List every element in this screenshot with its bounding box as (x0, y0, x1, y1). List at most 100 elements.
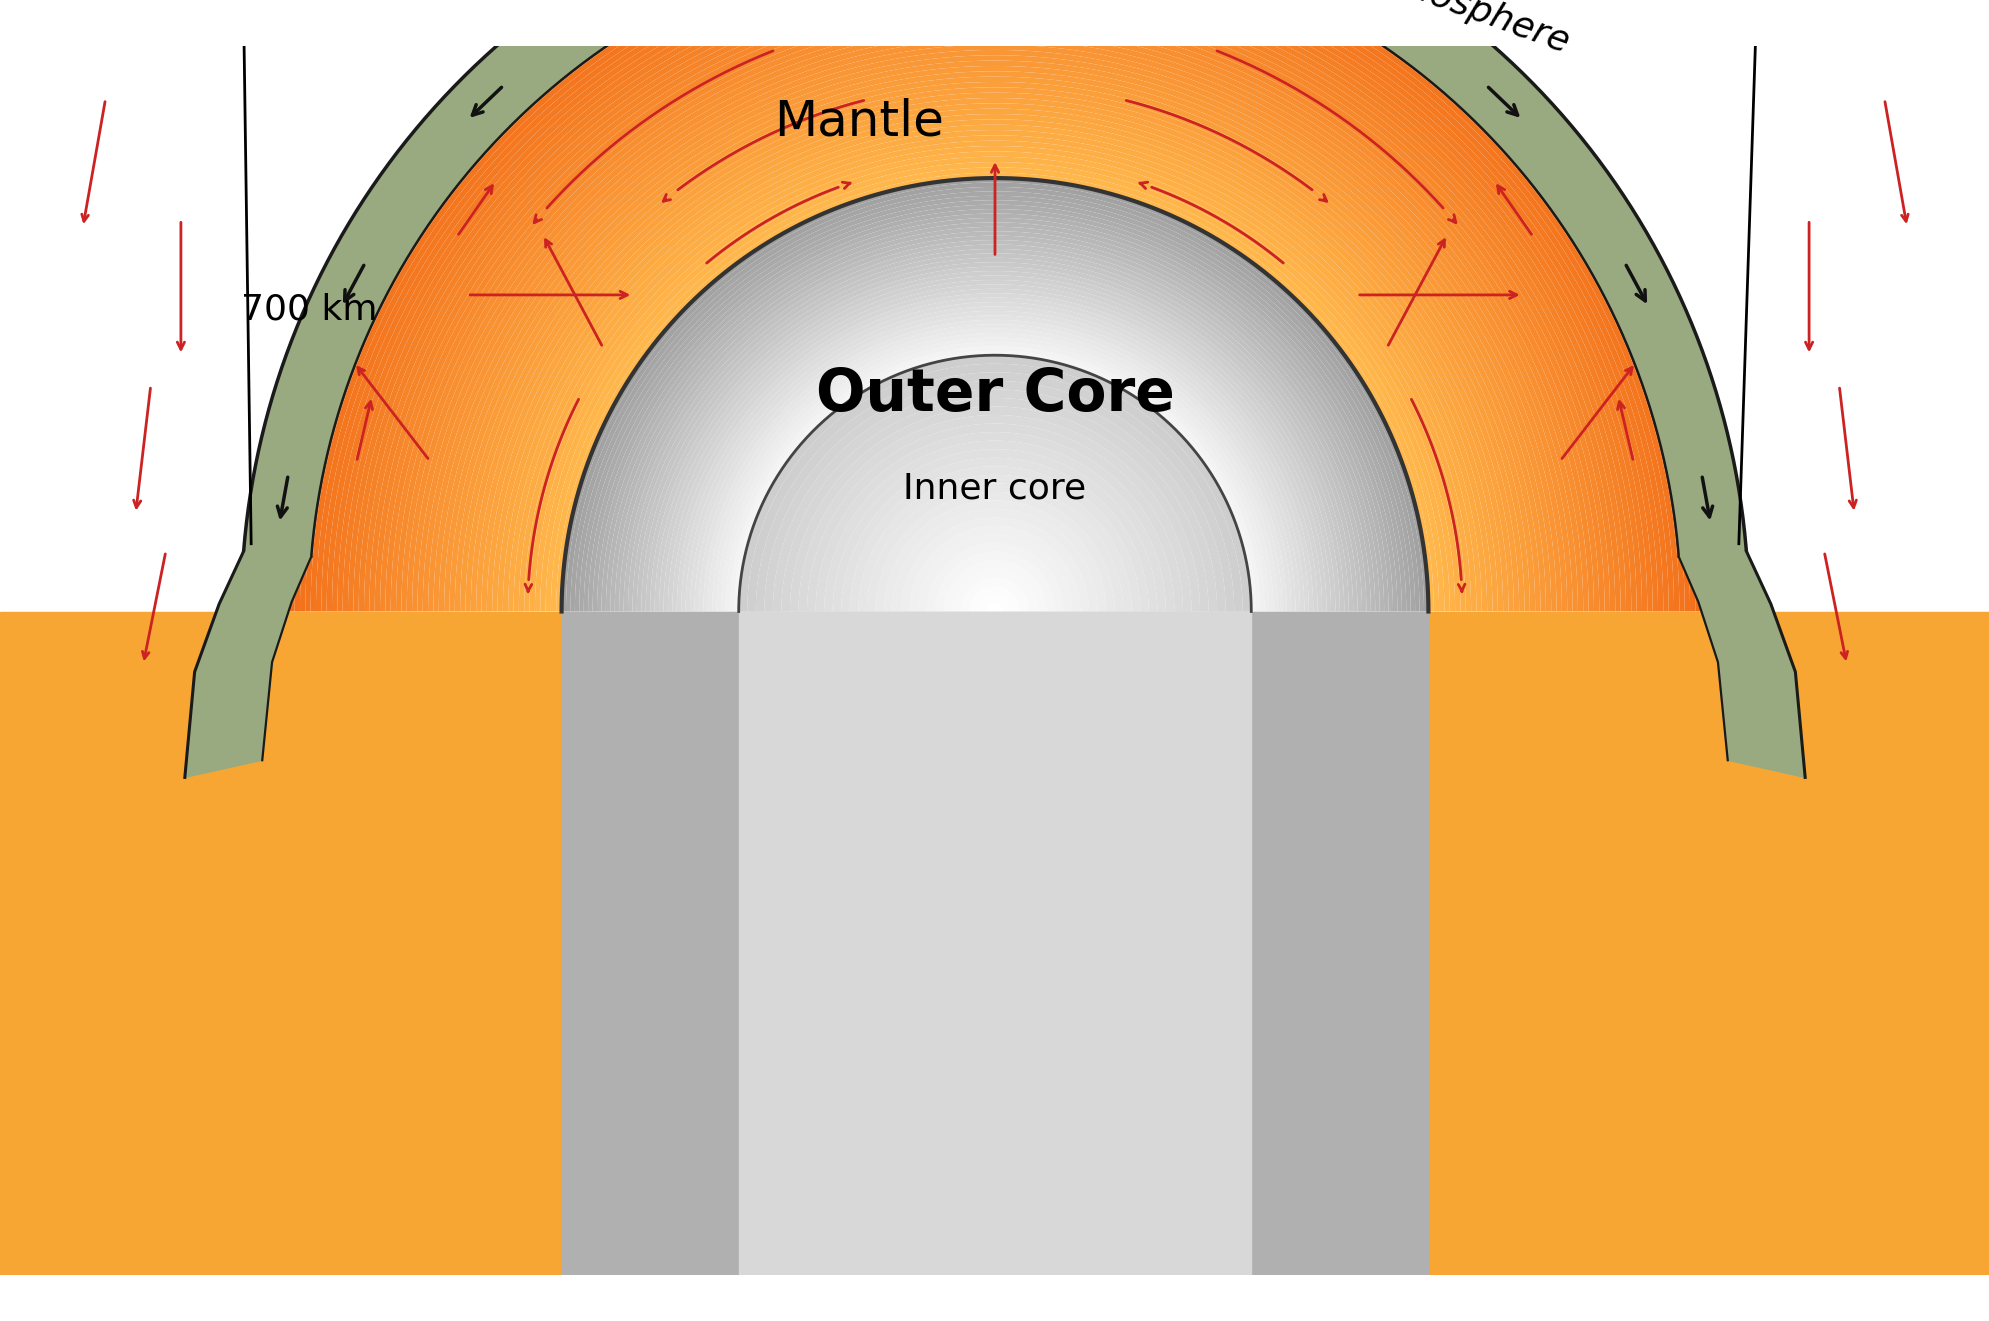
Polygon shape (348, 0, 1641, 612)
Polygon shape (406, 24, 1583, 612)
Polygon shape (702, 320, 1287, 612)
Polygon shape (917, 535, 1072, 612)
Polygon shape (961, 577, 1028, 612)
Polygon shape (849, 466, 1140, 612)
Polygon shape (422, 40, 1567, 612)
Polygon shape (891, 509, 1098, 612)
Polygon shape (686, 303, 1303, 612)
Polygon shape (571, 188, 1418, 612)
Polygon shape (491, 108, 1498, 612)
Polygon shape (901, 518, 1088, 612)
Polygon shape (654, 271, 1335, 612)
Polygon shape (756, 373, 1233, 612)
Polygon shape (374, 0, 1615, 612)
Polygon shape (672, 289, 1317, 612)
Polygon shape (1679, 551, 1804, 777)
Polygon shape (390, 7, 1599, 612)
Polygon shape (320, 0, 1669, 612)
Polygon shape (269, 0, 1720, 612)
Polygon shape (726, 342, 1263, 612)
Polygon shape (927, 543, 1062, 612)
Polygon shape (935, 552, 1054, 612)
Polygon shape (535, 152, 1454, 612)
Polygon shape (253, 0, 1736, 612)
Polygon shape (738, 355, 1251, 612)
Polygon shape (272, 0, 1717, 612)
Polygon shape (694, 310, 1295, 612)
Polygon shape (712, 329, 1277, 612)
Polygon shape (662, 280, 1327, 612)
Polygon shape (545, 162, 1444, 612)
Polygon shape (288, 0, 1701, 612)
Polygon shape (364, 0, 1625, 612)
Polygon shape (241, 0, 1748, 612)
Text: 700 km: 700 km (241, 293, 378, 328)
Polygon shape (284, 0, 1705, 612)
Polygon shape (487, 103, 1502, 612)
Polygon shape (633, 248, 1356, 612)
Text: Inner core: Inner core (903, 472, 1086, 506)
Polygon shape (676, 293, 1313, 612)
Polygon shape (263, 0, 1726, 612)
Polygon shape (658, 276, 1331, 612)
Polygon shape (557, 173, 1432, 612)
Polygon shape (716, 333, 1273, 612)
Polygon shape (418, 34, 1571, 612)
Polygon shape (730, 346, 1259, 612)
Polygon shape (734, 351, 1255, 612)
Polygon shape (953, 569, 1036, 612)
Polygon shape (434, 50, 1555, 612)
Polygon shape (867, 483, 1122, 612)
Polygon shape (257, 0, 1732, 612)
Polygon shape (0, 612, 1989, 1275)
Polygon shape (698, 316, 1291, 612)
Polygon shape (611, 227, 1378, 612)
Polygon shape (575, 192, 1414, 612)
Polygon shape (605, 222, 1384, 612)
Polygon shape (764, 380, 1225, 612)
Polygon shape (738, 612, 1251, 1275)
Polygon shape (977, 594, 1012, 612)
Polygon shape (304, 0, 1685, 612)
Polygon shape (841, 458, 1148, 612)
Polygon shape (465, 82, 1524, 612)
Polygon shape (589, 205, 1400, 612)
Polygon shape (815, 432, 1174, 612)
Polygon shape (943, 560, 1046, 612)
Polygon shape (808, 424, 1181, 612)
Text: Mantle: Mantle (774, 98, 945, 145)
Polygon shape (338, 0, 1651, 612)
Polygon shape (748, 363, 1241, 612)
Polygon shape (883, 501, 1106, 612)
Polygon shape (243, 0, 957, 556)
Polygon shape (857, 474, 1132, 612)
Polygon shape (386, 1, 1603, 612)
Polygon shape (551, 168, 1438, 612)
Polygon shape (823, 441, 1166, 612)
Polygon shape (561, 612, 1428, 1275)
Polygon shape (316, 0, 1673, 612)
Polygon shape (247, 0, 1742, 612)
Polygon shape (354, 0, 1635, 612)
Polygon shape (720, 337, 1269, 612)
Text: Outer Core: Outer Core (815, 366, 1174, 423)
Polygon shape (310, 0, 1679, 612)
Polygon shape (294, 0, 1695, 612)
Polygon shape (909, 526, 1080, 612)
Polygon shape (782, 398, 1207, 612)
Polygon shape (503, 119, 1486, 612)
Text: Asthenosphere: Asthenosphere (1307, 0, 1573, 58)
Polygon shape (615, 231, 1374, 612)
Polygon shape (593, 209, 1396, 612)
Polygon shape (579, 196, 1410, 612)
Polygon shape (636, 254, 1353, 612)
Polygon shape (507, 124, 1482, 612)
Polygon shape (790, 407, 1199, 612)
Polygon shape (597, 214, 1392, 612)
Polygon shape (539, 157, 1450, 612)
Polygon shape (987, 602, 1002, 612)
Polygon shape (455, 71, 1534, 612)
Polygon shape (450, 66, 1539, 612)
Polygon shape (358, 0, 1631, 612)
Polygon shape (623, 240, 1366, 612)
